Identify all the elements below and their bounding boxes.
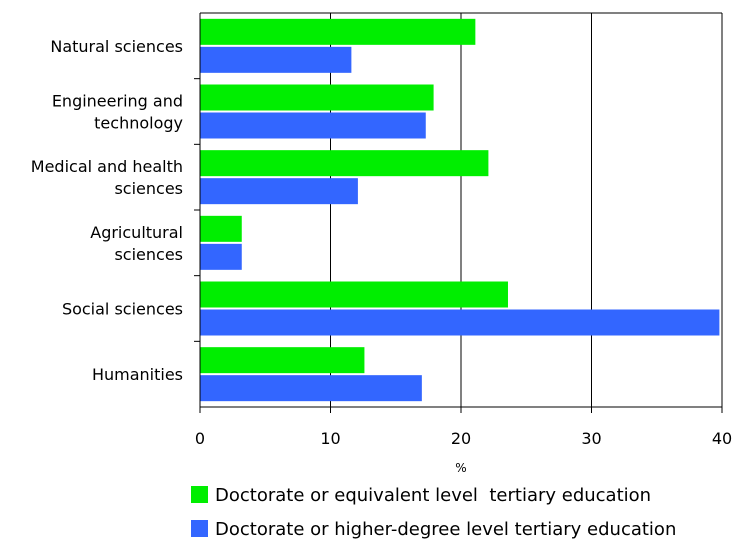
bar-series2-cat3: [200, 178, 358, 205]
bar-series1-cat5: [200, 281, 508, 308]
bar-series2-cat2: [200, 112, 426, 139]
legend: Doctorate or equivalent level tertiary e…: [191, 485, 676, 540]
x-axis-title: %: [455, 461, 466, 475]
legend-label-1: Doctorate or equivalent level tertiary e…: [215, 485, 651, 506]
category-label: Medical and health: [31, 157, 183, 176]
bar-series2-cat6: [200, 375, 422, 402]
bar-series1-cat6: [200, 347, 365, 374]
category-labels: Natural sciences Engineering and technolog…: [31, 37, 183, 384]
axes: [194, 12, 723, 413]
bar-series1-cat1: [200, 18, 476, 45]
bar-series1-cat2: [200, 84, 434, 111]
category-label: sciences: [114, 179, 183, 198]
category-label: Social sciences: [62, 300, 183, 319]
bar-series1-cat3: [200, 150, 489, 177]
x-tick-label-0: 0: [195, 429, 205, 448]
x-tick-labels: 0 10 20 30 40: [195, 429, 732, 448]
x-tick-label-10: 10: [320, 429, 340, 448]
bar-series2-cat5: [200, 309, 720, 336]
category-label: Agricultural: [90, 223, 183, 242]
category-label: technology: [94, 114, 183, 133]
category-label: Natural sciences: [50, 37, 183, 56]
legend-label-2: Doctorate or higher-degree level tertiar…: [215, 519, 676, 540]
legend-swatch-2: [191, 520, 208, 537]
gridlines: [330, 13, 723, 407]
bar-series1-cat4: [200, 215, 242, 242]
x-tick-label-20: 20: [451, 429, 471, 448]
legend-swatch-1: [191, 486, 208, 503]
bar-series2-cat1: [200, 46, 352, 73]
bars: [200, 18, 720, 402]
x-tick-label-30: 30: [581, 429, 601, 448]
category-label: sciences: [114, 245, 183, 264]
x-tick-label-40: 40: [712, 429, 732, 448]
category-label: Engineering and: [52, 92, 183, 111]
category-label: Humanities: [92, 365, 183, 384]
bar-series2-cat4: [200, 243, 242, 270]
